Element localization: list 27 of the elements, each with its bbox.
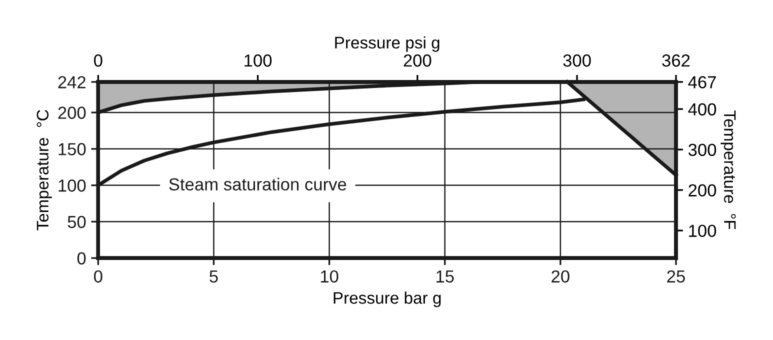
x-tick-label: 20 <box>552 270 570 283</box>
x2-tick-label: 300 <box>563 54 591 67</box>
x-tick-label: 0 <box>94 270 102 283</box>
x-tick-label: 15 <box>436 270 454 283</box>
x2-tick-label: 200 <box>404 54 432 67</box>
x-tick-label: 5 <box>210 270 218 283</box>
x-tick-label: 25 <box>667 270 685 283</box>
x2-tick-label: 362 <box>662 54 690 67</box>
y2-tick-label: 300 <box>688 144 716 156</box>
y2-tick-label: 467 <box>688 76 716 88</box>
y-tick-label: 200 <box>58 106 86 119</box>
y-tick-label: 150 <box>58 143 86 156</box>
annotation: Steam saturation curve <box>169 178 346 191</box>
x2-axis-title: Pressure psi g <box>335 36 440 52</box>
y2-tick-label: 400 <box>688 103 716 116</box>
y-tick-label: 0 <box>77 252 86 265</box>
y-axis-title: Temperature °C <box>36 110 52 230</box>
y-tick-label: 100 <box>58 179 86 192</box>
x-tick-label: 10 <box>320 270 338 283</box>
y-tick-label: 50 <box>68 216 86 228</box>
x2-tick-label: 0 <box>94 54 102 67</box>
x-axis-title: Pressure bar g <box>334 292 441 308</box>
y2-axis-title: Temperature °F <box>720 110 736 230</box>
y2-tick-label: 200 <box>688 184 716 197</box>
y2-tick-label: 100 <box>689 224 716 237</box>
y-tick-label: 242 <box>58 76 86 88</box>
x2-tick-label: 100 <box>244 54 272 67</box>
